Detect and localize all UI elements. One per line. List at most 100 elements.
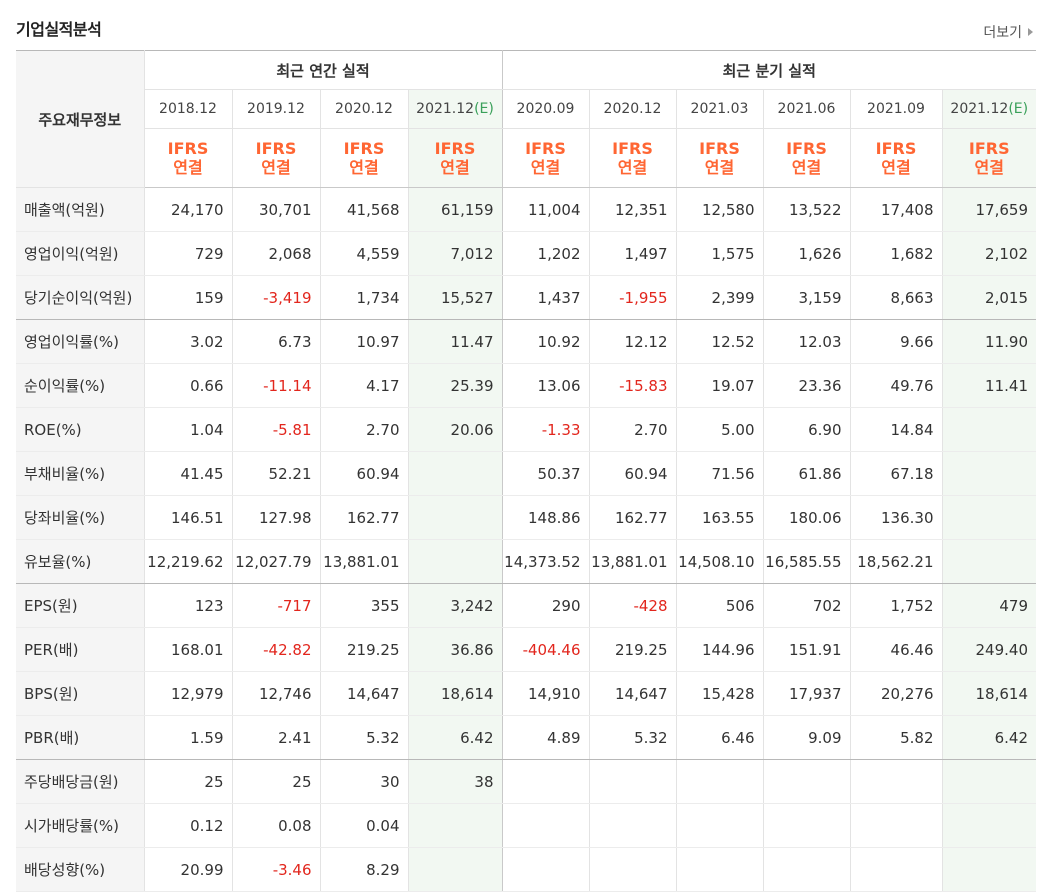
period-label: 2019.12 xyxy=(247,101,305,117)
ifrs-label: IFRS xyxy=(255,139,297,158)
value-cell: 23.36 xyxy=(762,363,850,408)
table-row: 당기순이익(억원) 159 -3,419 1,734 15,527 1,437 -1,955… xyxy=(16,275,1036,320)
value-cell xyxy=(407,539,502,584)
value-cell: 8,663 xyxy=(849,275,942,320)
ifrs-label: IFRS xyxy=(167,139,209,158)
period-label: 2021.12 xyxy=(416,101,475,117)
value-cell: 12.03 xyxy=(762,319,850,364)
ifrs-header: IFRS 연결 xyxy=(143,128,232,188)
ifrs-header: IFRS 연결 xyxy=(675,128,763,188)
value-cell: 14,508.10 xyxy=(675,539,763,584)
value-cell: 2.70 xyxy=(319,407,408,452)
more-link[interactable]: 더보기 xyxy=(983,22,1033,42)
period-header: 2021.09 xyxy=(849,89,942,129)
value-cell: 11,004 xyxy=(501,187,589,232)
value-cell xyxy=(407,495,502,540)
ifrs-label: IFRS xyxy=(612,139,653,158)
value-cell: 729 xyxy=(143,231,232,276)
period-header: 2021.12(E) xyxy=(941,89,1036,129)
value-cell xyxy=(588,759,676,804)
ifrs-header: IFRS 연결 xyxy=(941,128,1036,188)
value-cell: 0.08 xyxy=(231,803,320,848)
value-cell: 5.32 xyxy=(588,715,676,760)
value-cell xyxy=(762,759,850,804)
value-cell: 10.97 xyxy=(319,319,408,364)
consolidated-label: 연결 xyxy=(974,158,1004,177)
ifrs-label: IFRS xyxy=(968,139,1010,158)
value-cell: 9.66 xyxy=(849,319,942,364)
value-cell: 19.07 xyxy=(675,363,763,408)
label-header: 주요재무정보 xyxy=(16,50,144,188)
value-cell: 11.90 xyxy=(941,319,1036,364)
value-cell xyxy=(407,451,502,496)
value-cell xyxy=(762,803,850,848)
table-row: 순이익률(%) 0.66 -11.14 4.17 25.39 13.06 -15.83 19.… xyxy=(16,363,1036,408)
value-cell: 67.18 xyxy=(849,451,942,496)
value-cell xyxy=(762,847,850,892)
value-cell: 30,701 xyxy=(231,187,320,232)
value-cell: 12.12 xyxy=(588,319,676,364)
value-cell: 49.76 xyxy=(849,363,942,408)
ifrs-header: IFRS 연결 xyxy=(588,128,676,188)
period-header: 2020.09 xyxy=(501,89,589,129)
consolidated-label: 연결 xyxy=(440,158,470,177)
ifrs-header: IFRS 연결 xyxy=(849,128,942,188)
value-cell: 17,937 xyxy=(762,671,850,716)
value-cell: 1,682 xyxy=(849,231,942,276)
ifrs-header: IFRS 연결 xyxy=(501,128,589,188)
value-cell: 3,159 xyxy=(762,275,850,320)
table-row: 당좌비율(%) 146.51 127.98 162.77 148.86 162.77 163… xyxy=(16,495,1036,540)
value-cell xyxy=(675,759,763,804)
row-label: 당좌비율(%) xyxy=(16,495,144,540)
value-cell: 1,202 xyxy=(501,231,589,276)
value-cell: 25 xyxy=(143,759,232,804)
value-cell: 30 xyxy=(319,759,408,804)
value-cell: 136.30 xyxy=(849,495,942,540)
value-cell xyxy=(941,759,1036,804)
ifrs-header: IFRS 연결 xyxy=(762,128,850,188)
table-row: 주당배당금(원) 25 25 30 38 xyxy=(16,759,1036,804)
value-cell: 151.91 xyxy=(762,627,850,672)
value-cell: 6.46 xyxy=(675,715,763,760)
value-cell xyxy=(588,847,676,892)
value-cell: 162.77 xyxy=(588,495,676,540)
value-cell: 4.89 xyxy=(501,715,589,760)
period-label: 2021.06 xyxy=(777,101,836,117)
value-cell: -428 xyxy=(588,583,676,628)
value-cell: 1.59 xyxy=(143,715,232,760)
consolidated-label: 연결 xyxy=(791,158,822,177)
value-cell: 1,752 xyxy=(849,583,942,628)
value-cell xyxy=(588,803,676,848)
period-header: 2021.12(E) xyxy=(407,89,502,129)
table-row: 영업이익률(%) 3.02 6.73 10.97 11.47 10.92 12.12 12.5… xyxy=(16,319,1036,364)
chevron-right-icon xyxy=(1028,28,1033,36)
value-cell: 4.17 xyxy=(319,363,408,408)
value-cell xyxy=(675,803,763,848)
table-row: 배당성향(%) 20.99 -3.46 8.29 xyxy=(16,847,1036,892)
row-label: PBR(배) xyxy=(16,715,144,760)
value-cell: 2,102 xyxy=(941,231,1036,276)
ifrs-label: IFRS xyxy=(343,139,385,158)
value-cell: 219.25 xyxy=(319,627,408,672)
value-cell xyxy=(501,759,589,804)
value-cell: 0.12 xyxy=(143,803,232,848)
table-body: 매출액(억원) 24,170 30,701 41,568 61,159 11,004 12,… xyxy=(16,187,1036,892)
period-label: 2018.12 xyxy=(159,101,217,117)
value-cell: 13,522 xyxy=(762,187,850,232)
value-cell: 148.86 xyxy=(501,495,589,540)
value-cell: 36.86 xyxy=(407,627,502,672)
value-cell: 1,497 xyxy=(588,231,676,276)
value-cell: 41,568 xyxy=(319,187,408,232)
table-row: 부채비율(%) 41.45 52.21 60.94 50.37 60.94 71.56 61.… xyxy=(16,451,1036,496)
value-cell xyxy=(849,803,942,848)
annual-group-header: 최근 연간 실적 xyxy=(143,50,502,90)
row-label: 배당성향(%) xyxy=(16,847,144,892)
value-cell: 290 xyxy=(501,583,589,628)
value-cell: 17,659 xyxy=(941,187,1036,232)
period-label: 2021.03 xyxy=(690,101,749,117)
period-label: 2020.12 xyxy=(335,101,393,117)
value-cell: -42.82 xyxy=(231,627,320,672)
period-header: 2020.12 xyxy=(588,89,676,129)
value-cell: 7,012 xyxy=(407,231,502,276)
value-cell xyxy=(849,847,942,892)
